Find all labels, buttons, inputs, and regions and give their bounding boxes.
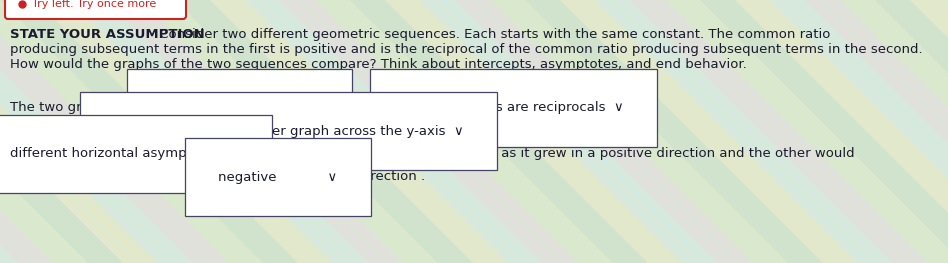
Polygon shape bbox=[0, 0, 263, 263]
Polygon shape bbox=[175, 0, 473, 263]
Polygon shape bbox=[595, 0, 893, 263]
Polygon shape bbox=[770, 0, 948, 263]
Text: One graph would be: One graph would be bbox=[10, 124, 146, 138]
Polygon shape bbox=[0, 0, 228, 263]
Text: direction .: direction . bbox=[358, 170, 426, 184]
Text: different y-intercepts  ∨: different y-intercepts ∨ bbox=[160, 102, 319, 114]
Text: producing subsequent terms in the first is positive and is the reciprocal of the: producing subsequent terms in the first … bbox=[10, 43, 922, 56]
Polygon shape bbox=[0, 0, 123, 263]
Polygon shape bbox=[70, 0, 368, 263]
Text: different horizontal asymptotes  ∨: different horizontal asymptotes ∨ bbox=[10, 148, 239, 160]
Polygon shape bbox=[0, 0, 88, 263]
FancyBboxPatch shape bbox=[5, 0, 186, 19]
Polygon shape bbox=[0, 0, 18, 263]
Polygon shape bbox=[385, 0, 683, 263]
Polygon shape bbox=[0, 0, 53, 263]
Text: , so the graphs would have: , so the graphs would have bbox=[436, 124, 617, 138]
Polygon shape bbox=[945, 0, 948, 263]
Polygon shape bbox=[630, 0, 928, 263]
Text: because their: because their bbox=[322, 102, 418, 114]
Polygon shape bbox=[0, 0, 298, 263]
Polygon shape bbox=[210, 0, 508, 263]
Polygon shape bbox=[875, 0, 948, 263]
Polygon shape bbox=[105, 0, 403, 263]
Polygon shape bbox=[245, 0, 543, 263]
Text: .: . bbox=[604, 102, 608, 114]
Polygon shape bbox=[140, 0, 438, 263]
Polygon shape bbox=[665, 0, 948, 263]
Text: the reflection of the other graph across the y-axis  ∨: the reflection of the other graph across… bbox=[113, 124, 464, 138]
Polygon shape bbox=[805, 0, 948, 263]
Text: Try left. Try once more: Try left. Try once more bbox=[32, 0, 156, 9]
Polygon shape bbox=[350, 0, 648, 263]
Text: negative            ∨: negative ∨ bbox=[218, 170, 337, 184]
Text: , and one would approach the asymptote as it grew in a positive direction and th: , and one would approach the asymptote a… bbox=[222, 148, 855, 160]
Polygon shape bbox=[735, 0, 948, 263]
Polygon shape bbox=[280, 0, 578, 263]
Polygon shape bbox=[455, 0, 753, 263]
Polygon shape bbox=[0, 0, 158, 263]
Polygon shape bbox=[840, 0, 948, 263]
Text: STATE YOUR ASSUMPTION: STATE YOUR ASSUMPTION bbox=[10, 28, 205, 41]
Polygon shape bbox=[525, 0, 823, 263]
Polygon shape bbox=[700, 0, 948, 263]
Polygon shape bbox=[560, 0, 858, 263]
Text: The two graphs should have: The two graphs should have bbox=[10, 102, 204, 114]
Text: Consider two different geometric sequences. Each starts with the same constant. : Consider two different geometric sequenc… bbox=[155, 28, 830, 41]
Polygon shape bbox=[490, 0, 788, 263]
Text: approach the asympote as it grew in a: approach the asympote as it grew in a bbox=[10, 170, 267, 184]
Polygon shape bbox=[315, 0, 613, 263]
Text: How would the graphs of the two sequences compare? Think about intercepts, asymp: How would the graphs of the two sequence… bbox=[10, 58, 747, 71]
Polygon shape bbox=[0, 0, 193, 263]
Polygon shape bbox=[910, 0, 948, 263]
Polygon shape bbox=[35, 0, 333, 263]
Text: common ratios are reciprocals  ∨: common ratios are reciprocals ∨ bbox=[403, 102, 624, 114]
Polygon shape bbox=[420, 0, 718, 263]
